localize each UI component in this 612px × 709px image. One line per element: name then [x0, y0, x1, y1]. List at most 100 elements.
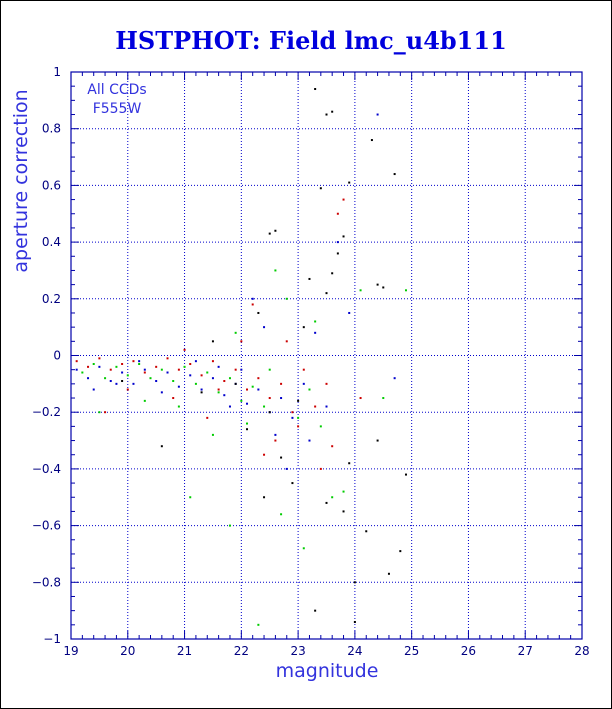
scatter-point — [325, 113, 328, 116]
scatter-point — [194, 360, 197, 363]
scatter-point — [87, 377, 90, 380]
scatter-point — [240, 340, 243, 343]
scatter-point — [359, 397, 362, 400]
scatter-point — [325, 405, 328, 408]
y-axis-label: aperture correction — [10, 89, 32, 272]
scatter-point — [382, 286, 385, 289]
scatter-point — [325, 292, 328, 295]
scatter-point — [87, 365, 90, 368]
scatter-point — [376, 439, 379, 442]
scatter-point — [348, 462, 351, 465]
scatter-point — [268, 411, 271, 414]
scatter-point — [143, 399, 146, 402]
scatter-point — [342, 490, 345, 493]
x-tick-label: 23 — [290, 644, 305, 658]
scatter-point — [172, 397, 175, 400]
scatter-point — [274, 269, 277, 272]
scatter-point — [98, 357, 101, 360]
scatter-point — [115, 365, 118, 368]
scatter-point — [291, 482, 294, 485]
y-tick-label: 1 — [53, 65, 61, 79]
scatter-point — [336, 212, 339, 215]
scatter-point — [302, 382, 305, 385]
scatter-point — [75, 360, 78, 363]
y-tick-label: 0.2 — [42, 292, 61, 306]
scatter-point — [206, 416, 209, 419]
data-points — [75, 88, 407, 626]
scatter-point — [246, 388, 249, 391]
scatter-point — [138, 360, 141, 363]
scatter-point — [387, 572, 390, 575]
scatter-point — [308, 277, 311, 280]
scatter-point — [274, 229, 277, 232]
scatter-point — [149, 377, 152, 380]
scatter-point — [132, 382, 135, 385]
scatter-point — [263, 496, 266, 499]
scatter-point — [240, 399, 243, 402]
scatter-point — [314, 609, 317, 612]
scatter-point — [172, 380, 175, 383]
y-axis-tick-labels: −1 −0.8 −0.6 −0.4 −0.2 0 0.2 0.4 0.6 0.8 1 — [32, 65, 61, 646]
scatter-point — [228, 405, 231, 408]
scatter-point — [302, 368, 305, 371]
annotation-filter: F555W — [93, 101, 142, 117]
scatter-point — [274, 439, 277, 442]
scatter-point — [177, 385, 180, 388]
scatter-point — [314, 88, 317, 91]
scatter-point — [404, 289, 407, 292]
annotation-ccds: All CCDs — [87, 82, 146, 98]
scatter-point — [155, 365, 158, 368]
scatter-point — [206, 371, 209, 374]
scatter-point — [223, 380, 226, 383]
scatter-point — [263, 453, 266, 456]
scatter-point — [234, 368, 237, 371]
scatter-point — [189, 374, 192, 377]
scatter-point — [121, 371, 124, 374]
scatter-point — [183, 348, 186, 351]
scatter-point — [217, 391, 220, 394]
scatter-point — [228, 377, 231, 380]
y-tick-label: 0.4 — [42, 235, 61, 249]
scatter-point — [211, 340, 214, 343]
scatter-point — [314, 320, 317, 323]
scatter-point — [331, 496, 334, 499]
scatter-point — [302, 326, 305, 329]
scatter-point — [138, 363, 141, 366]
scatter-point — [183, 365, 186, 368]
scatter-point — [365, 530, 368, 533]
scatter-point — [353, 620, 356, 623]
scatter-point — [285, 340, 288, 343]
x-tick-label: 26 — [461, 644, 476, 658]
scatter-point — [348, 311, 351, 314]
scatter-point — [308, 388, 311, 391]
scatter-point — [336, 241, 339, 244]
scatter-point — [325, 501, 328, 504]
scatter-point — [246, 402, 249, 405]
scatter-point — [308, 439, 311, 442]
scatter-point — [268, 368, 271, 371]
scatter-point — [92, 363, 95, 366]
scatter-point — [263, 405, 266, 408]
scatter-point — [285, 467, 288, 470]
scatter-point — [280, 397, 283, 400]
scatter-point — [217, 365, 220, 368]
scatter-point — [211, 377, 214, 380]
scatter-point — [297, 425, 300, 428]
y-tick-label: 0.8 — [42, 122, 61, 136]
scatter-point — [251, 297, 254, 300]
x-tick-label: 21 — [177, 644, 192, 658]
scatter-point — [399, 550, 402, 553]
scatter-point — [263, 326, 266, 329]
scatter-point — [228, 524, 231, 527]
scatter-point — [200, 374, 203, 377]
scatter-point — [217, 388, 220, 391]
scatter-point — [92, 388, 95, 391]
scatter-point — [121, 380, 124, 383]
scatter-point — [319, 425, 322, 428]
scatter-point — [382, 397, 385, 400]
scatter-point — [234, 331, 237, 334]
scatter-point — [75, 368, 78, 371]
scatter-point — [109, 368, 112, 371]
scatter-point — [246, 428, 249, 431]
